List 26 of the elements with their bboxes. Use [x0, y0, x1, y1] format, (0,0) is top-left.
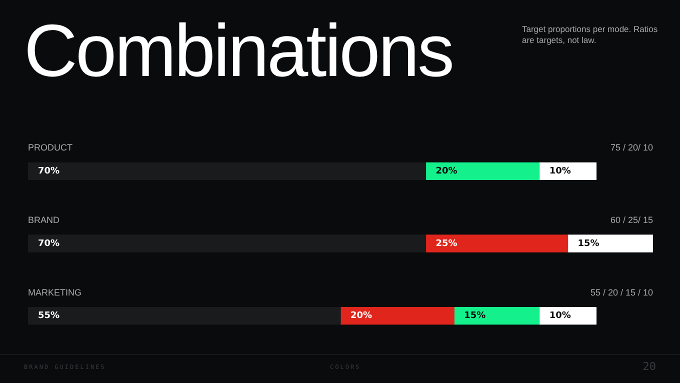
y-tick-label: PRODUCT — [28, 142, 73, 153]
chart-title: Combinations — [24, 8, 452, 93]
data-label: 15% — [578, 238, 600, 249]
data-label: 70% — [38, 238, 60, 249]
data-label: 25% — [436, 238, 458, 249]
data-label: 20% — [350, 311, 372, 322]
bar — [28, 234, 426, 252]
bar — [28, 162, 426, 180]
annotation: 55 / 20 / 15 / 10 — [590, 287, 653, 298]
data-label: 10% — [549, 311, 571, 322]
bar — [425, 234, 568, 252]
bar — [28, 307, 341, 325]
y-tick-label: BRAND — [28, 214, 60, 225]
data-label: 70% — [38, 166, 60, 177]
y-tick-label: MARKETING — [28, 287, 82, 298]
data-label: 15% — [464, 311, 486, 322]
annotation: 75 / 20/ 10 — [610, 142, 653, 153]
bar — [454, 307, 540, 325]
bar — [340, 307, 454, 325]
bar — [425, 162, 540, 180]
data-label: 20% — [436, 166, 458, 177]
data-label: 55% — [38, 311, 60, 322]
chart-subtitle: Target proportions per mode. Ratios are targets, not law. — [522, 24, 659, 46]
annotation: 60 / 25/ 15 — [610, 214, 653, 225]
bar — [567, 234, 653, 252]
data-label: 10% — [549, 166, 571, 177]
